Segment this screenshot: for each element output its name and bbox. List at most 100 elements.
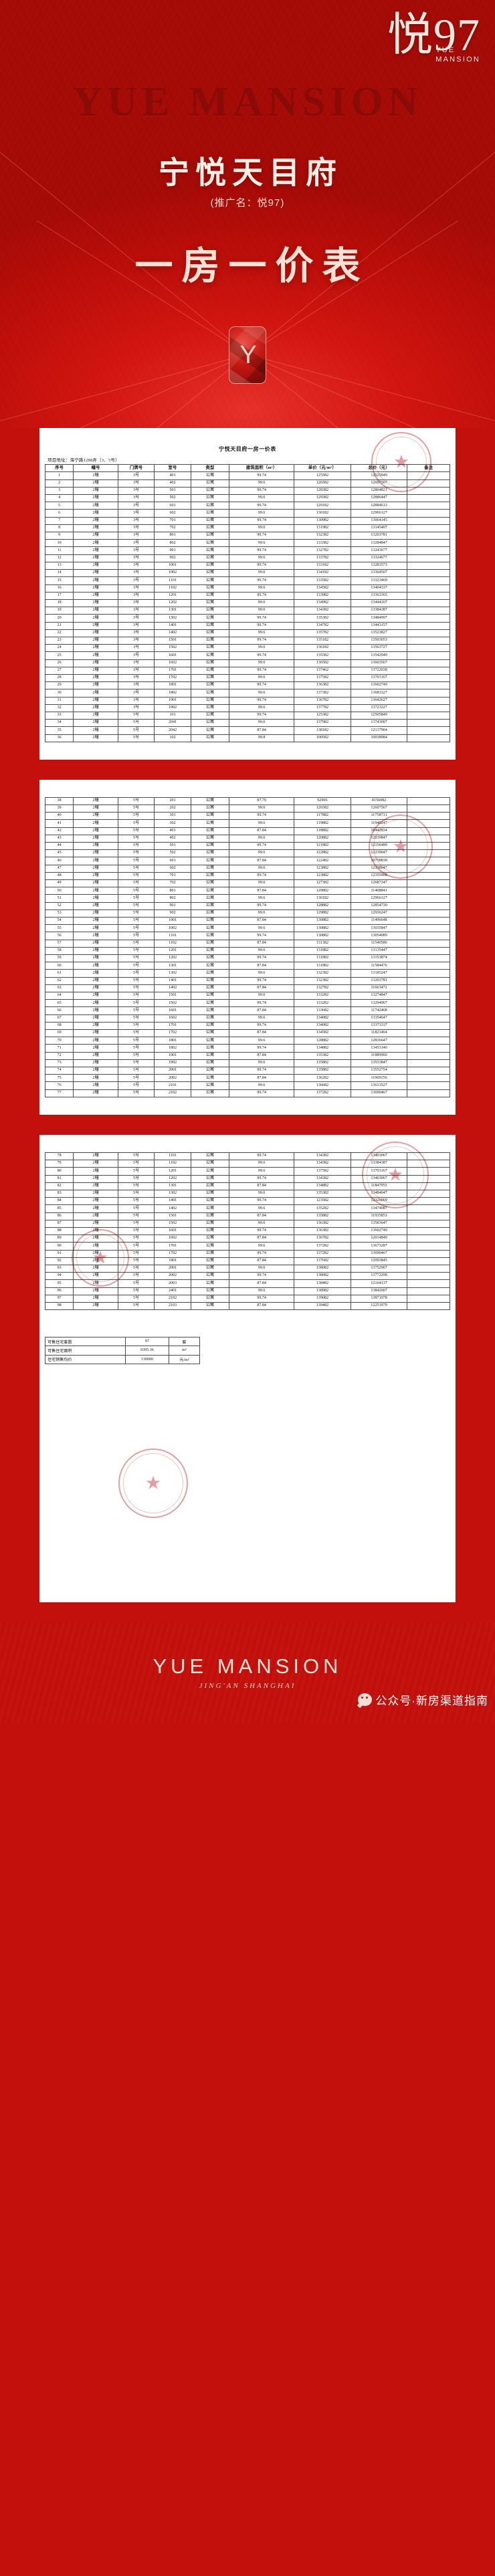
table-row: 84 2幢 5号 1401 公寓 99.74 123582 12326069 [44, 1197, 450, 1206]
cell-type: 公寓 [190, 1174, 230, 1183]
cell-roomno: 1502 [154, 1219, 191, 1228]
cell-doorno: 5号 [117, 719, 155, 728]
cell-area: 99.74 [229, 1174, 295, 1183]
table-row: 54 2幢 5号 1001 公寓 87.84 130882 11496648 [44, 917, 450, 926]
cell-type: 公寓 [190, 704, 230, 712]
cell-area: 99.74 [229, 591, 295, 600]
cell-roomno: 1801 [154, 1037, 191, 1045]
cell-unitprice: 134982 [294, 599, 351, 608]
cell-roomno: 401 [154, 827, 191, 835]
cell-total: 10758838 [350, 857, 408, 865]
cell-total: 12326069 [350, 1197, 408, 1206]
cell-area: 99.74 [229, 681, 295, 690]
cell-building: 2幢 [73, 629, 118, 637]
cell-index: 32 [44, 704, 74, 712]
summary-label: 住宅销售均价 [44, 1354, 126, 1364]
cell-total: 11940247 [350, 819, 408, 828]
cell-type: 公寓 [190, 681, 230, 690]
cell-type: 公寓 [190, 999, 230, 1008]
cell-doorno: 5号 [117, 939, 155, 948]
col-note: 备注 [407, 463, 450, 473]
cell-area: 99.74 [229, 576, 295, 585]
cell-roomno: 2001 [154, 1067, 191, 1075]
cell-type: 公寓 [190, 673, 230, 683]
cell-doorno: 3号 [117, 659, 155, 667]
cell-unitprice: 134782 [294, 621, 351, 630]
cell-type: 公寓 [190, 1059, 230, 1068]
cell-unitprice: 135282 [294, 1204, 351, 1213]
cell-building: 2幢 [73, 569, 118, 578]
cell-type: 公寓 [190, 932, 230, 940]
cell-unitprice: 135382 [294, 1051, 351, 1060]
cell-unitprice: 134882 [294, 1044, 351, 1053]
cell-doorno: 5号 [117, 841, 155, 851]
cell-building: 2幢 [73, 932, 118, 940]
summary-value: 9395.36 [125, 1346, 169, 1356]
cell-doorno: 3号 [117, 636, 155, 645]
cell-area: 87.84 [229, 1182, 295, 1190]
cell-unitprice: 133182 [294, 561, 351, 570]
cell-index: 12 [44, 554, 74, 562]
table-row: 9 2幢 3号 801 公寓 99.74 132382 13203781 [44, 532, 450, 540]
cell-doorno: 5号 [117, 1197, 155, 1206]
cell-building: 2幢 [73, 561, 118, 570]
cell-unitprice: 133782 [294, 554, 351, 562]
cell-index: 41 [44, 819, 74, 828]
cell-type: 公寓 [190, 1037, 230, 1045]
cell-index: 94 [44, 1272, 74, 1281]
cell-roomno: 701 [154, 516, 191, 525]
cell-total: 13153874 [350, 954, 408, 963]
cell-area: 99.74 [229, 932, 295, 940]
table-row: 21 2幢 3号 1401 公寓 99.74 134782 13443157 [44, 621, 450, 630]
cell-roomno: 1602 [154, 1014, 191, 1023]
cell-note [407, 719, 450, 728]
cell-roomno: 1301 [154, 607, 191, 615]
table-row: 49 2幢 5号 702 公寓 99.6 127382 12687247 [44, 879, 450, 888]
cell-type: 公寓 [190, 644, 230, 653]
cell-type: 公寓 [190, 599, 230, 608]
cell-building: 2幢 [73, 1081, 118, 1090]
cell-note [407, 486, 450, 496]
cell-area: 99.74 [229, 696, 295, 705]
cell-unitprice: 118882 [294, 827, 351, 835]
cell-total: 13404337 [350, 584, 408, 593]
cell-area: 99.74 [229, 841, 295, 851]
cell-roomno: 701 [154, 871, 191, 881]
cell-note [407, 1021, 450, 1031]
cell-total: 11584476 [350, 962, 408, 970]
cell-type: 公寓 [190, 1089, 230, 1097]
cell-area: 99.6 [229, 819, 295, 828]
table-row: 35 2幢 5号 2042 公寓 87.84 138182 12137904 [44, 726, 450, 735]
cell-building: 2幢 [73, 666, 118, 675]
table-row: 11 2幢 3号 901 公寓 99.74 132782 13243677 [44, 546, 450, 555]
cell-doorno: 3号 [117, 509, 155, 518]
cell-doorno: 3号 [117, 569, 155, 578]
cell-roomno: 1902 [154, 704, 191, 712]
cell-unitprice: 135582 [294, 651, 351, 660]
cell-unitprice: 135182 [294, 636, 351, 645]
cell-total: 12966127 [350, 509, 408, 518]
cell-building: 2幢 [73, 673, 118, 683]
cell-type: 公寓 [190, 992, 230, 1000]
summary-unit: 套 [168, 1337, 201, 1347]
cell-index: 44 [44, 841, 74, 851]
cell-doorno: 3号 [117, 561, 155, 570]
cell-note [407, 871, 450, 881]
cell-doorno: 5号 [117, 726, 155, 735]
cell-note [407, 614, 450, 623]
cell-total: 13145407 [350, 524, 408, 533]
footer-brand-name: YUE MANSION [153, 1654, 342, 1678]
cell-unitprice: 122882 [294, 849, 351, 858]
cell-type: 公寓 [190, 524, 230, 533]
cell-unitprice: 136282 [294, 1074, 351, 1083]
diamond-emblem-icon: Y [229, 326, 266, 384]
cell-unitprice: 136782 [294, 696, 351, 705]
cell-note [407, 726, 450, 735]
cell-index: 17 [44, 591, 74, 600]
table-row: 14 2幢 3号 1002 公寓 99.6 134182 13364507 [44, 569, 450, 578]
cell-doorno: 5号 [117, 1235, 155, 1243]
cell-type: 公寓 [190, 1051, 230, 1060]
table-row: 92 2幢 5号 1801 公寓 87.84 137682 12093845 [44, 1257, 450, 1265]
table-row: 55 2幢 5号 1002 公寓 99.6 130882 13035847 [44, 924, 450, 933]
cell-roomno: 1901 [154, 696, 191, 705]
